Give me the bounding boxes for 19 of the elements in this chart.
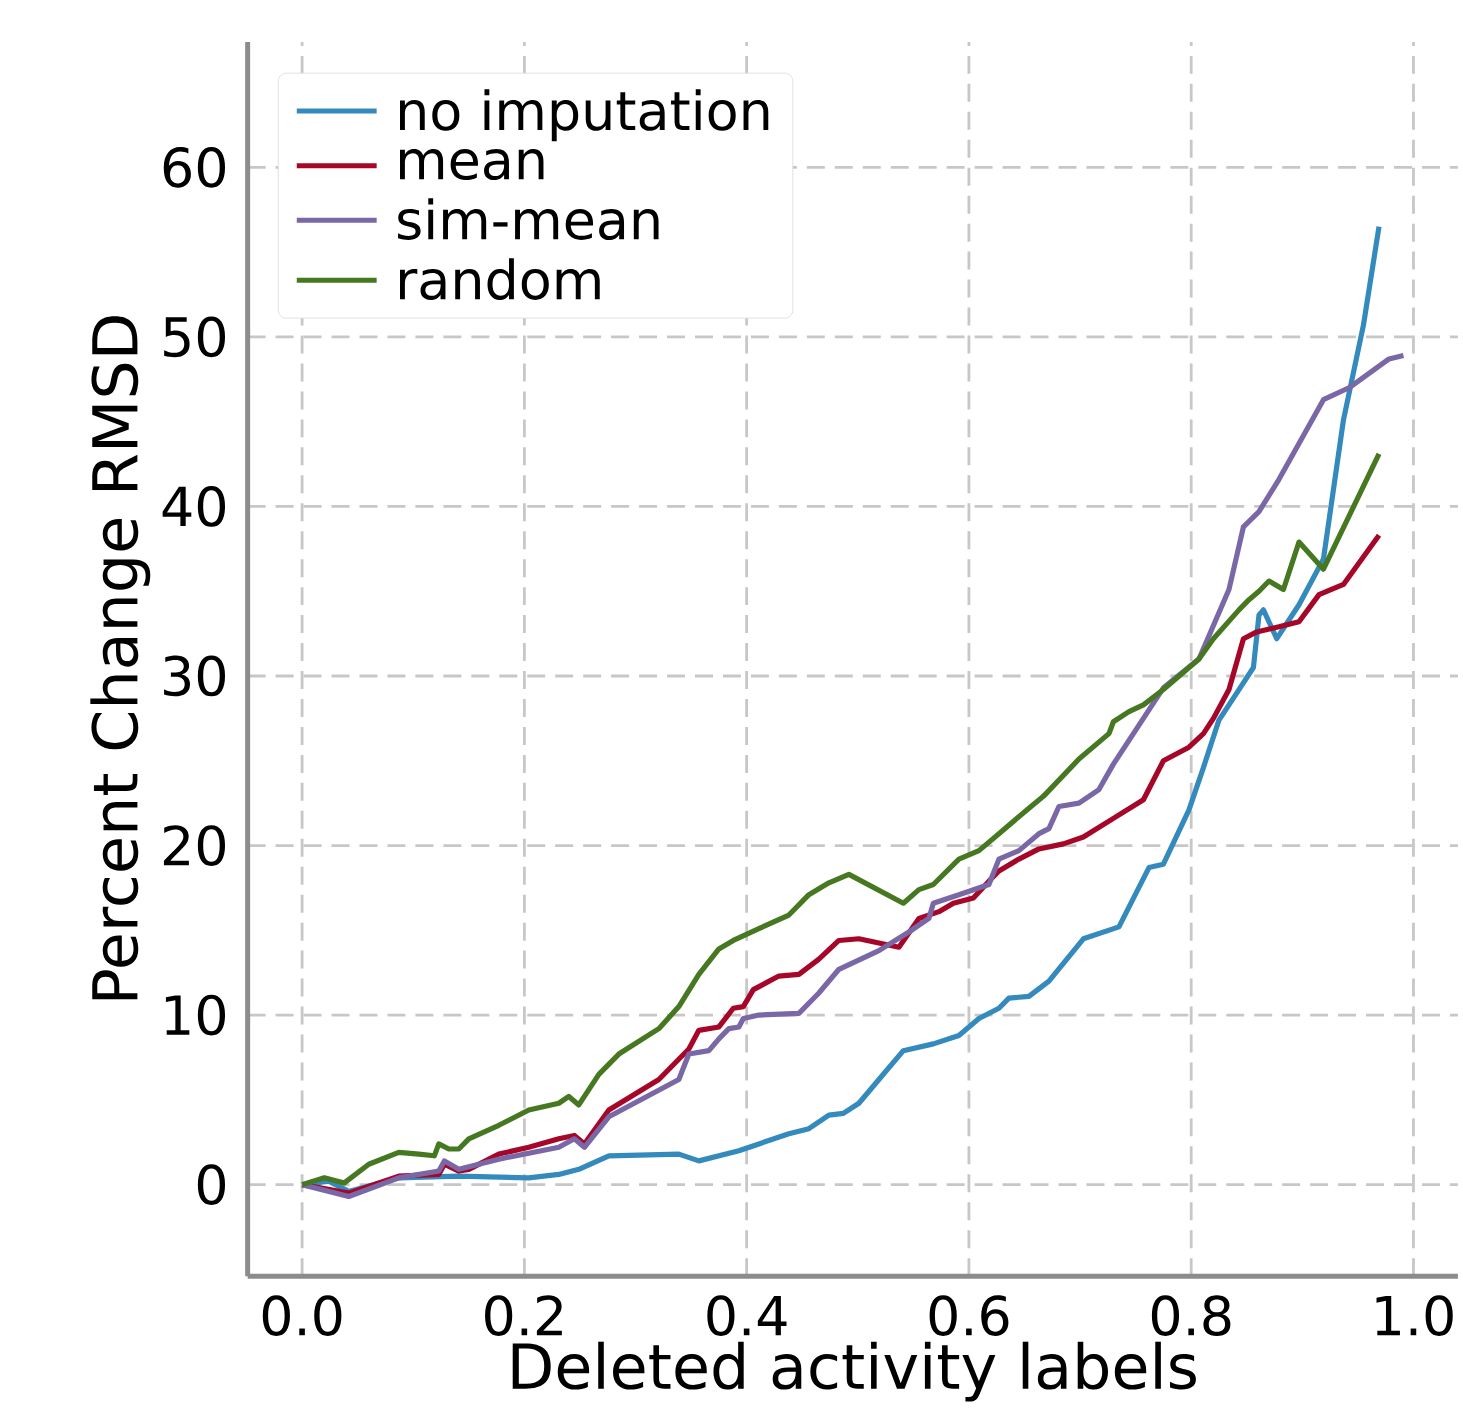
y-axis-title: Percent Change RMSD	[90, 316, 151, 1000]
y-tick-label: 10	[165, 994, 226, 1036]
y-tick-label: 50	[164, 316, 226, 358]
y-tick-label: 60	[163, 146, 226, 188]
legend-label: mean	[400, 149, 544, 181]
y-tick-label: 0	[197, 1164, 226, 1206]
x-tick-label: 0.2	[485, 1295, 562, 1336]
x-axis-title: Deleted activity labels	[512, 1341, 1196, 1402]
x-tick-label: 1.0	[1376, 1295, 1453, 1336]
x-tick-label: 0.4	[707, 1295, 787, 1336]
legend-label: sim-mean	[398, 198, 659, 240]
y-tick-label: 40	[162, 486, 226, 527]
x-tick-label: 0.8	[1151, 1295, 1231, 1336]
x-tick-label: 0.0	[262, 1295, 342, 1336]
y-tick-label: 20	[163, 825, 226, 866]
legend-label: random	[400, 258, 600, 300]
legend-label: no imputation	[400, 89, 769, 142]
y-tick-label: 30	[164, 655, 226, 697]
x-tick-label: 0.6	[929, 1295, 1009, 1336]
